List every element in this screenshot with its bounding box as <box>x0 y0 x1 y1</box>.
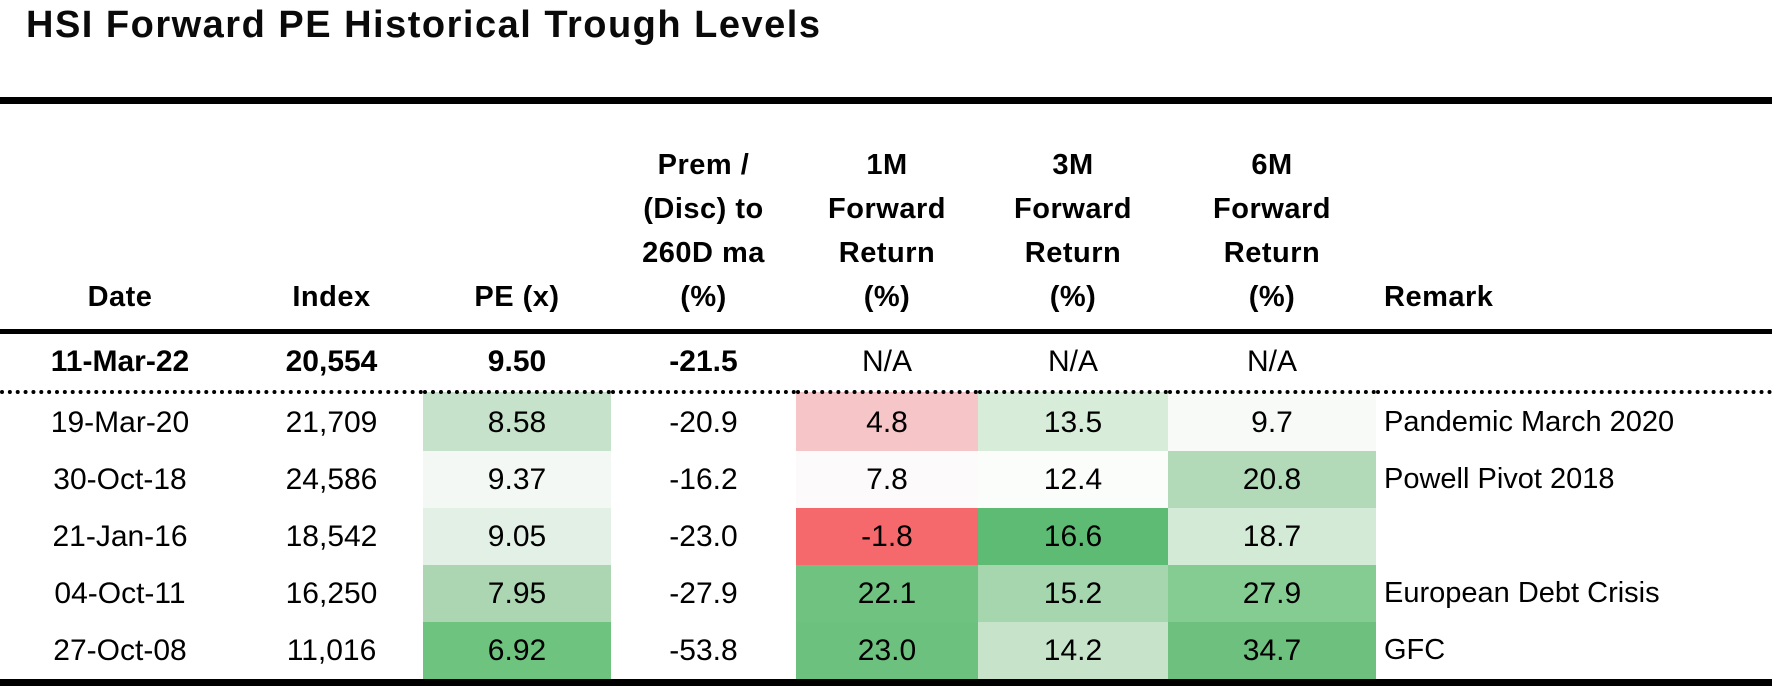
table-row: 30-Oct-18 24,586 9.37 -16.2 7.8 12.4 20.… <box>0 451 1772 508</box>
cell-remark <box>1376 508 1772 565</box>
cell-prem-disc: -16.2 <box>669 462 738 496</box>
cell-3m-return: 13.5 <box>978 392 1168 451</box>
cell-1m-return: N/A <box>796 331 978 394</box>
cell-prem-disc: -23.0 <box>669 519 738 553</box>
col-header-3m-forward-return: 3M Forward Return (%) <box>978 100 1168 334</box>
cell-3m-return: 14.2 <box>978 622 1168 683</box>
cell-index: 21,709 <box>285 405 378 439</box>
cell-1m-return: 4.8 <box>796 392 978 451</box>
page-title: HSI Forward PE Historical Trough Levels <box>26 4 822 46</box>
cell-prem-disc: -21.5 <box>611 331 796 394</box>
header-row: Date Index PE (x) Prem / (Disc) to 260D … <box>0 100 1772 334</box>
cell-3m-return: 15.2 <box>978 565 1168 622</box>
hsi-trough-table: Date Index PE (x) Prem / (Disc) to 260D … <box>0 97 1772 686</box>
col-header-date: Date <box>0 100 240 334</box>
col-header-1m-forward-return: 1M Forward Return (%) <box>796 100 978 334</box>
cell-prem-disc: -20.9 <box>669 405 738 439</box>
cell-date: 19-Mar-20 <box>50 405 190 439</box>
cell-pe: 8.58 <box>423 392 611 451</box>
cell-index: 16,250 <box>285 576 378 610</box>
table-row: 19-Mar-20 21,709 8.58 -20.9 4.8 13.5 9.7… <box>0 392 1772 451</box>
cell-1m-return: 7.8 <box>796 451 978 508</box>
cell-6m-return: 27.9 <box>1168 565 1376 622</box>
cell-remark: Pandemic March 2020 <box>1384 406 1675 438</box>
cell-6m-return: 34.7 <box>1168 622 1376 683</box>
cell-index: 24,586 <box>285 462 378 496</box>
cell-1m-return: 22.1 <box>796 565 978 622</box>
cell-pe: 9.50 <box>423 331 611 394</box>
cell-date: 21-Jan-16 <box>52 519 188 553</box>
cell-1m-return: -1.8 <box>796 508 978 565</box>
cell-remark <box>1376 331 1772 394</box>
cell-prem-disc: -53.8 <box>669 633 738 667</box>
cell-6m-return: 20.8 <box>1168 451 1376 508</box>
col-header-pe: PE (x) <box>423 100 611 334</box>
cell-date: 30-Oct-18 <box>53 462 187 496</box>
cell-6m-return: 18.7 <box>1168 508 1376 565</box>
cell-pe: 9.05 <box>423 508 611 565</box>
cell-prem-disc: -27.9 <box>669 576 738 610</box>
table-row: 21-Jan-16 18,542 9.05 -23.0 -1.8 16.6 18… <box>0 508 1772 565</box>
cell-6m-return: 9.7 <box>1168 392 1376 451</box>
col-header-6m-forward-return: 6M Forward Return (%) <box>1168 100 1376 334</box>
cell-index: 11,016 <box>286 633 377 667</box>
col-header-index: Index <box>240 100 423 334</box>
cell-date: 27-Oct-08 <box>53 633 187 667</box>
cell-pe: 7.95 <box>423 565 611 622</box>
cell-pe: 6.92 <box>423 622 611 683</box>
cell-6m-return: N/A <box>1168 331 1376 394</box>
cell-date: 11-Mar-22 <box>0 331 240 394</box>
cell-pe: 9.37 <box>423 451 611 508</box>
table-row: 27-Oct-08 11,016 6.92 -53.8 23.0 14.2 34… <box>0 622 1772 683</box>
cell-index: 20,554 <box>240 331 423 394</box>
cell-3m-return: N/A <box>978 331 1168 394</box>
table-row: 04-Oct-11 16,250 7.95 -27.9 22.1 15.2 27… <box>0 565 1772 622</box>
cell-remark: GFC <box>1384 634 1446 666</box>
current-trough-row: 11-Mar-22 20,554 9.50 -21.5 N/A N/A N/A <box>0 331 1772 394</box>
cell-1m-return: 23.0 <box>796 622 978 683</box>
cell-remark: European Debt Crisis <box>1384 577 1660 609</box>
col-header-remark: Remark <box>1376 100 1772 334</box>
cell-index: 18,542 <box>285 519 378 553</box>
cell-3m-return: 12.4 <box>978 451 1168 508</box>
cell-remark: Powell Pivot 2018 <box>1384 463 1615 495</box>
cell-3m-return: 16.6 <box>978 508 1168 565</box>
col-header-prem-disc: Prem / (Disc) to 260D ma (%) <box>611 100 796 334</box>
cell-date: 04-Oct-11 <box>54 576 186 610</box>
